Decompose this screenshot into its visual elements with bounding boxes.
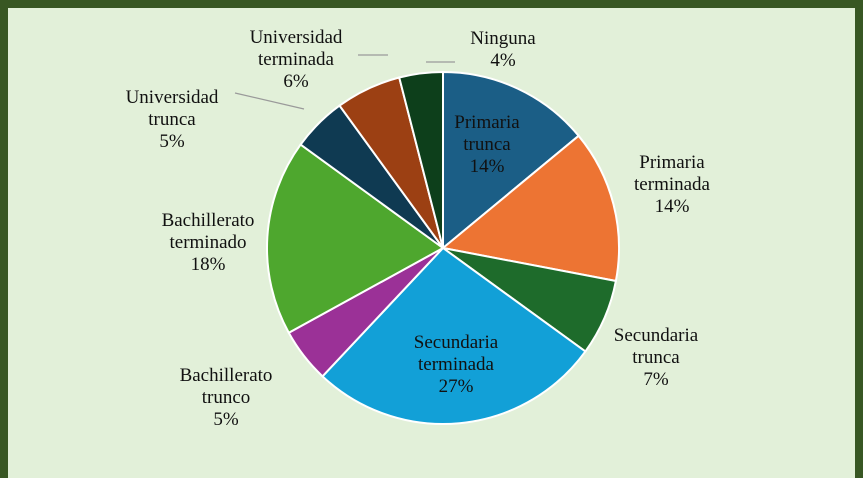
category-label: Secundaria terminada [413, 332, 499, 375]
value-label: 14% [469, 156, 505, 177]
chart [234, 54, 620, 425]
pie-slice [266, 143, 445, 335]
pie-slice [321, 246, 587, 425]
value-label: 4% [490, 50, 516, 71]
category-label: Secundaria trunca [613, 325, 699, 368]
data-label: Bachillerato trunco 5% [180, 365, 273, 431]
data-label: Secundaria trunca 7% [614, 325, 698, 391]
category-label: Primaria trunca [454, 112, 520, 155]
pie-slice [442, 70, 581, 251]
value-label: 5% [159, 131, 185, 152]
category-label: Universidad trunca [125, 87, 219, 130]
value-label: 14% [654, 196, 690, 217]
value-label: 5% [213, 409, 239, 430]
value-label: 27% [438, 376, 474, 397]
leader-line [234, 92, 305, 110]
data-label: Universidad terminada 6% [250, 27, 343, 93]
value-label: 6% [283, 71, 309, 92]
pie-slice [440, 134, 620, 283]
data-label: Primaria terminada 14% [634, 152, 710, 218]
data-label: Bachillerato terminado 18% [162, 210, 255, 276]
data-label: Universidad trunca 5% [126, 87, 219, 153]
pie-slice [398, 70, 444, 249]
data-label: Ninguna 4% [470, 28, 535, 72]
category-label: Bachillerato trunco [179, 365, 273, 408]
category-label: Primaria terminada [634, 152, 710, 195]
data-label: Secundaria terminada 27% [414, 332, 498, 398]
category-label: Bachillerato terminado [161, 210, 255, 253]
category-label: Universidad terminada [249, 27, 343, 70]
value-label: 18% [190, 254, 226, 275]
value-label: 7% [643, 369, 669, 390]
data-label: Primaria trunca 14% [454, 112, 519, 178]
category-label: Ninguna [470, 28, 536, 49]
